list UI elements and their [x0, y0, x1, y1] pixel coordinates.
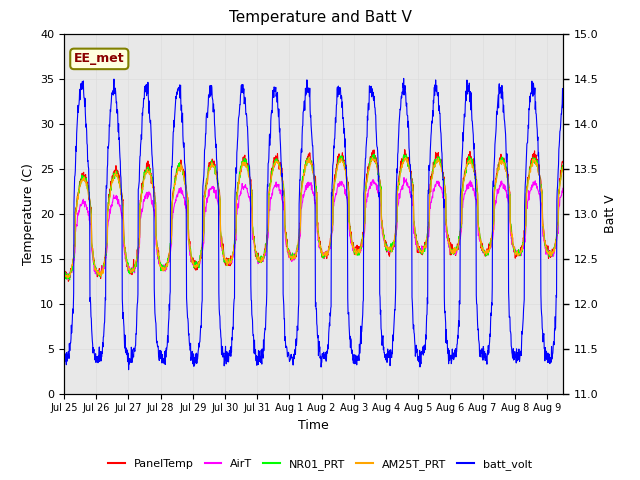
batt_volt [559, 91, 567, 96]
AirT [60, 270, 68, 276]
PanelTemp [344, 181, 352, 187]
AM25T_PRT [283, 238, 291, 244]
NR01_PRT [370, 151, 378, 157]
PanelTemp [283, 244, 291, 250]
Legend: PanelTemp, AirT, NR01_PRT, AM25T_PRT, batt_volt: PanelTemp, AirT, NR01_PRT, AM25T_PRT, ba… [104, 455, 536, 474]
Text: Temperature and Batt V: Temperature and Batt V [228, 10, 412, 24]
batt_volt [292, 351, 300, 357]
AM25T_PRT [120, 205, 127, 211]
PanelTemp [272, 155, 280, 160]
AM25T_PRT [344, 188, 352, 194]
NR01_PRT [559, 164, 567, 169]
batt_volt [125, 367, 132, 372]
Line: PanelTemp: PanelTemp [64, 150, 563, 281]
AirT [65, 276, 72, 282]
NR01_PRT [120, 203, 127, 209]
AM25T_PRT [99, 271, 107, 276]
AirT [292, 254, 300, 260]
AirT [99, 269, 107, 275]
AirT [344, 201, 352, 206]
PanelTemp [292, 253, 300, 259]
PanelTemp [401, 147, 408, 153]
AM25T_PRT [63, 275, 71, 281]
AM25T_PRT [272, 158, 280, 164]
Y-axis label: Batt V: Batt V [604, 194, 617, 233]
PanelTemp [559, 158, 567, 164]
PanelTemp [60, 269, 68, 275]
batt_volt [400, 75, 408, 81]
Line: AM25T_PRT: AM25T_PRT [64, 157, 563, 278]
Text: EE_met: EE_met [74, 52, 125, 65]
batt_volt [60, 360, 68, 365]
NR01_PRT [283, 237, 291, 243]
AirT [559, 185, 567, 191]
AirT [283, 242, 291, 248]
batt_volt [344, 311, 352, 316]
NR01_PRT [60, 274, 68, 280]
NR01_PRT [66, 277, 74, 283]
AM25T_PRT [402, 155, 410, 160]
AirT [272, 179, 280, 185]
batt_volt [272, 94, 280, 99]
NR01_PRT [292, 253, 300, 259]
batt_volt [99, 340, 106, 346]
NR01_PRT [99, 268, 107, 274]
PanelTemp [65, 278, 72, 284]
AM25T_PRT [292, 253, 300, 259]
PanelTemp [120, 204, 127, 210]
AirT [120, 219, 127, 225]
NR01_PRT [272, 156, 280, 162]
AM25T_PRT [60, 272, 68, 278]
batt_volt [283, 344, 291, 349]
PanelTemp [99, 270, 107, 276]
Y-axis label: Temperature (C): Temperature (C) [22, 163, 35, 264]
X-axis label: Time: Time [298, 419, 329, 432]
NR01_PRT [344, 187, 352, 192]
AM25T_PRT [559, 165, 567, 171]
Line: AirT: AirT [64, 178, 563, 279]
AirT [400, 175, 408, 180]
Line: NR01_PRT: NR01_PRT [64, 154, 563, 280]
batt_volt [119, 316, 127, 322]
Line: batt_volt: batt_volt [64, 78, 563, 370]
